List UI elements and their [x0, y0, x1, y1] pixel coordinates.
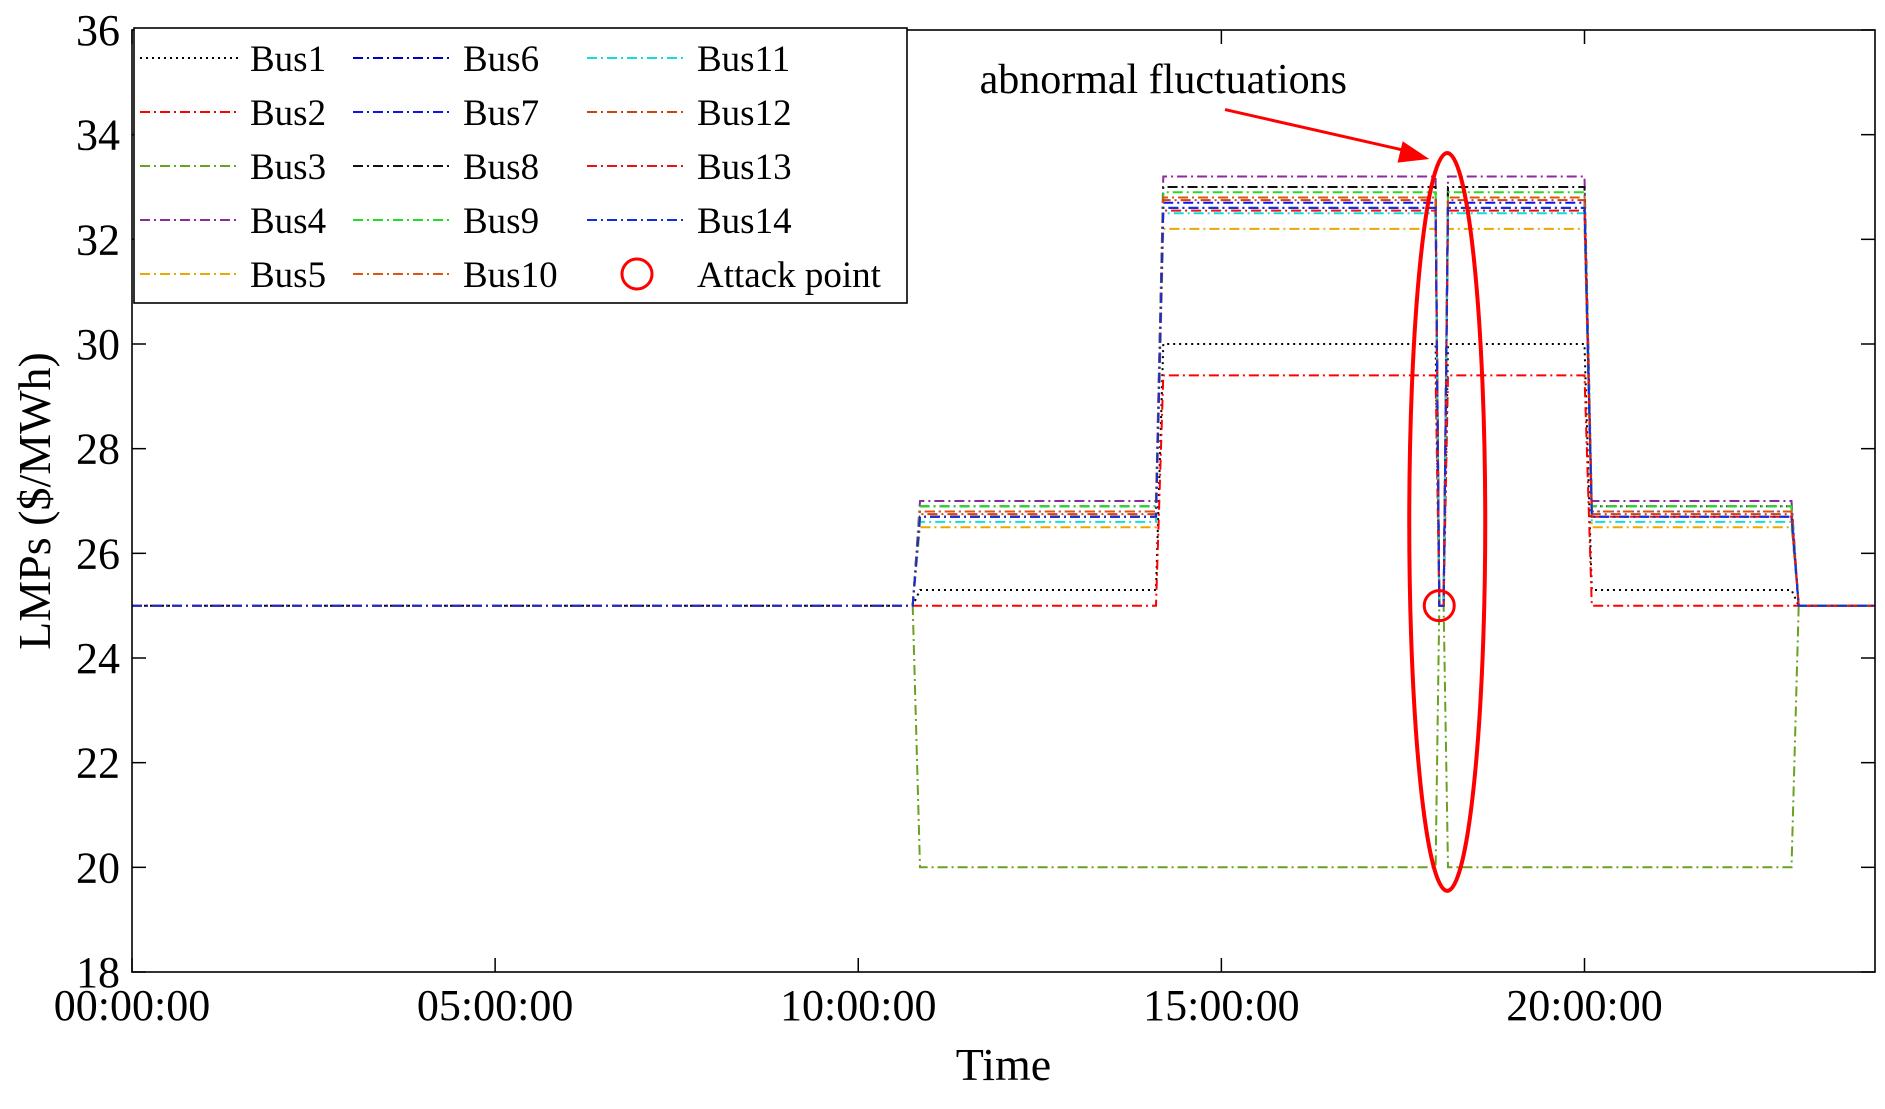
- legend-label: Bus7: [463, 93, 539, 134]
- x-axis-label: Time: [956, 1039, 1051, 1090]
- legend-entry-bus7: Bus7: [353, 93, 539, 134]
- legend-label: Bus13: [697, 147, 792, 188]
- series-line-bus14: [132, 206, 1875, 607]
- legend-entry-bus14: Bus14: [587, 201, 792, 242]
- legend-label: Bus4: [250, 201, 326, 242]
- x-tick-label: 05:00:00: [417, 981, 573, 1030]
- y-tick-label: 28: [76, 425, 120, 474]
- legend-entry-bus11: Bus11: [587, 39, 790, 80]
- y-tick-label: 36: [76, 6, 120, 55]
- y-axis-label: LMPs ($/MWh): [9, 352, 60, 650]
- x-tick-label: 00:00:00: [54, 981, 210, 1030]
- legend-label: Bus11: [697, 39, 790, 80]
- legend-label: Bus2: [250, 93, 326, 134]
- legend-entry-bus2: Bus2: [140, 93, 326, 134]
- x-tick-label: 15:00:00: [1143, 981, 1299, 1030]
- annotation: abnormal fluctuations: [980, 57, 1430, 163]
- legend-entry-bus4: Bus4: [140, 201, 326, 242]
- y-tick-label: 18: [76, 948, 120, 997]
- plot-area-frame: [131, 29, 1876, 973]
- legend-entry-attack-point: Attack point: [620, 255, 882, 296]
- y-tick-label: 34: [76, 111, 120, 160]
- y-tick-label: 24: [76, 634, 120, 683]
- series-layer: [132, 175, 1875, 869]
- legend-entry-bus9: Bus9: [353, 201, 539, 242]
- attack-point-marker: [1422, 589, 1456, 623]
- legend-label: Bus1: [250, 39, 326, 80]
- legend-entry-bus13: Bus13: [587, 147, 792, 188]
- legend-label: Attack point: [697, 255, 882, 296]
- series-line-bus2: [132, 374, 1875, 607]
- legend-label: Bus14: [697, 201, 792, 242]
- y-tick-label: 32: [76, 215, 120, 264]
- legend-label: Bus12: [697, 93, 792, 134]
- annotation-arrow-shaft: [1224, 108, 1408, 153]
- annotation-text: abnormal fluctuations: [980, 57, 1347, 103]
- legend-label: Bus6: [463, 39, 539, 80]
- legend-box: [133, 27, 908, 304]
- legend-entry-bus6: Bus6: [353, 39, 539, 80]
- legend-label: Bus3: [250, 147, 326, 188]
- legend-entry-bus1: Bus1: [140, 39, 326, 80]
- legend-entry-bus10: Bus10: [353, 255, 558, 296]
- y-tick-label: 30: [76, 320, 120, 369]
- legend-swatch-marker: [620, 257, 654, 291]
- annotation-arrow-head: [1397, 141, 1430, 163]
- series-line-bus1: [132, 343, 1875, 607]
- legend-label: Bus8: [463, 147, 539, 188]
- attack-layer: [1407, 150, 1488, 893]
- y-tick-label: 22: [76, 739, 120, 788]
- legend-label: Bus10: [463, 255, 558, 296]
- tick-layer: 00:00:00 05:00:00 10:00:00 15:00:00 20:00:00…: [54, 6, 1875, 1030]
- x-tick-label: 20:00:00: [1506, 981, 1662, 1030]
- y-tick-label: 26: [76, 529, 120, 578]
- legend-entry-bus12: Bus12: [587, 93, 792, 134]
- anomaly-highlight-ellipse: [1407, 150, 1488, 893]
- x-tick-label: 10:00:00: [780, 981, 936, 1030]
- y-tick-label: 20: [76, 843, 120, 892]
- series-line-bus3: [132, 604, 1875, 869]
- legend-entry-bus8: Bus8: [353, 147, 539, 188]
- legend-label: Bus5: [250, 255, 326, 296]
- legend: Bus1 Bus2 Bus3 Bus4 Bus5 Bus6 Bus7 Bus8 Bus9 Bus1…: [133, 27, 908, 304]
- legend-entry-bus5: Bus5: [140, 255, 326, 296]
- legend-label: Bus9: [463, 201, 539, 242]
- series-line-bus11: [132, 212, 1875, 607]
- legend-entry-bus3: Bus3: [140, 147, 326, 188]
